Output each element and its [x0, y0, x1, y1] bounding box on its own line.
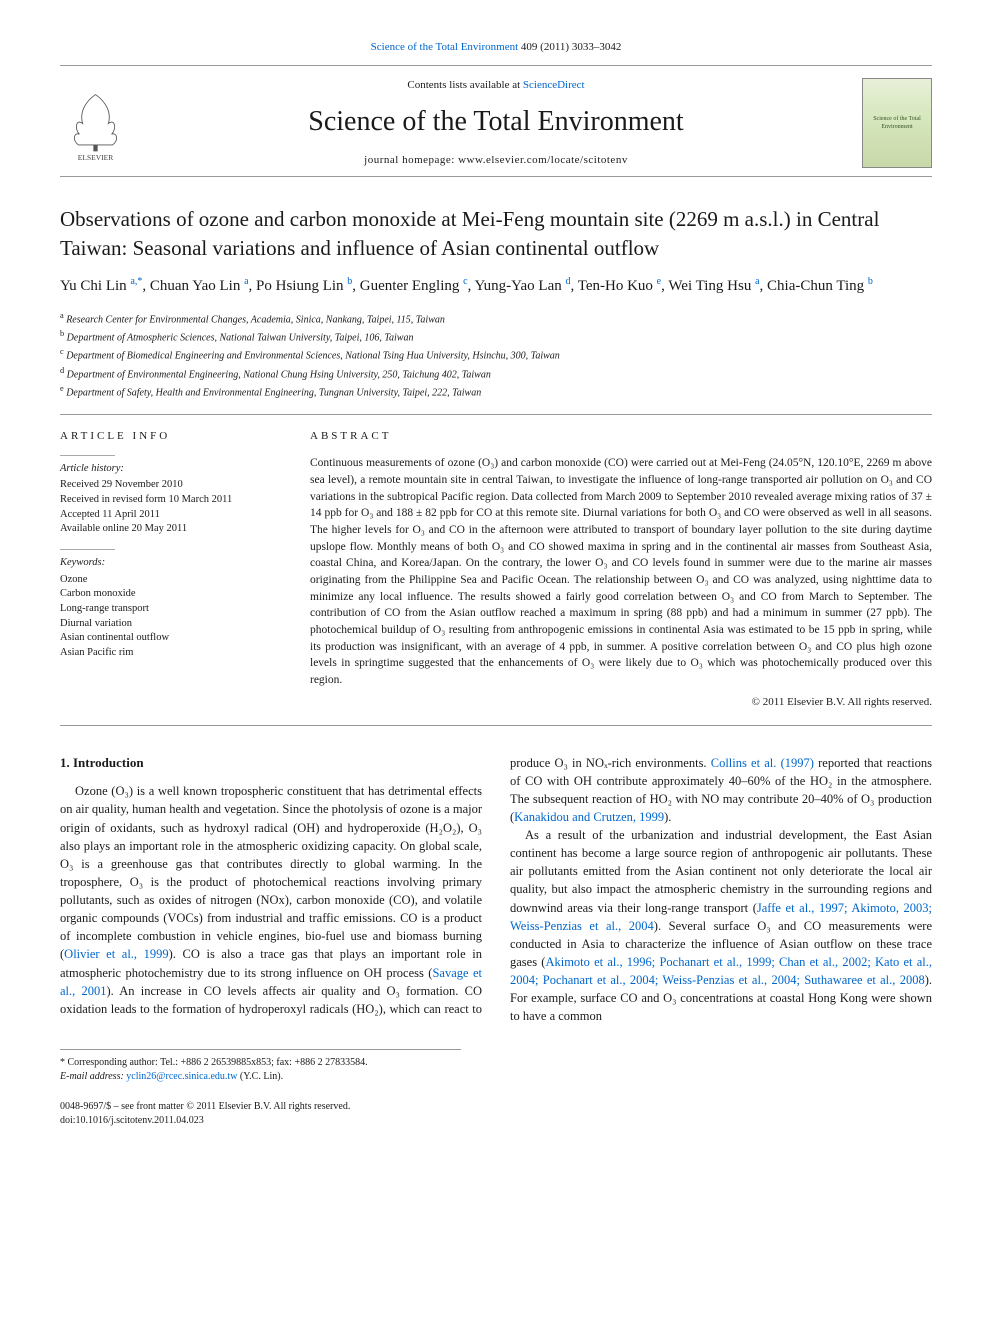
corresponding-author-footnote: * Corresponding author: Tel.: +886 2 265… — [60, 1049, 461, 1084]
email-suffix: (Y.C. Lin). — [237, 1071, 283, 1082]
publisher-logo: ELSEVIER — [60, 83, 130, 163]
cover-text: Science of the Total Environment — [866, 115, 928, 132]
ref-olivier-1999[interactable]: Olivier et al., 1999 — [64, 947, 168, 961]
info-abstract-row: article info Article history: Received 2… — [60, 414, 932, 725]
citation-volpages: 409 (2011) 3033–3042 — [518, 41, 621, 53]
affiliation-line: e Department of Safety, Health and Envir… — [60, 383, 932, 400]
intro-para-2: As a result of the urbanization and indu… — [510, 826, 932, 1025]
author-list: Yu Chi Lin a,*, Chuan Yao Lin a, Po Hsiu… — [60, 274, 932, 298]
bottom-left: 0048-9697/$ – see front matter © 2011 El… — [60, 1100, 350, 1128]
elsevier-tree-icon: ELSEVIER — [63, 86, 128, 161]
homepage-url: www.elsevier.com/locate/scitotenv — [458, 154, 628, 166]
section-1-heading: 1. Introduction — [60, 754, 482, 773]
journal-title: Science of the Total Environment — [130, 102, 862, 141]
bottom-identifier-row: 0048-9697/$ – see front matter © 2011 El… — [60, 1100, 932, 1128]
keyword-line: Diurnal variation — [60, 617, 270, 632]
p1-a: Ozone (O₃) is a well known tropospheric … — [60, 784, 482, 961]
history-label: Article history: — [60, 462, 270, 477]
journal-header: ELSEVIER Contents lists available at Sci… — [60, 72, 932, 170]
history-line: Accepted 11 April 2011 — [60, 508, 270, 523]
affiliation-line: a Research Center for Environmental Chan… — [60, 310, 932, 327]
history-lines: Received 29 November 2010Received in rev… — [60, 478, 270, 537]
affiliation-line: d Department of Environmental Engineerin… — [60, 365, 932, 382]
info-rule-2 — [60, 549, 115, 550]
header-center: Contents lists available at ScienceDirec… — [130, 78, 862, 168]
affiliation-list: a Research Center for Environmental Chan… — [60, 310, 932, 401]
body-columns: 1. Introduction Ozone (O₃) is a well kno… — [60, 754, 932, 1026]
ref-collins-1997[interactable]: Collins et al. (1997) — [711, 756, 814, 770]
journal-homepage-line: journal homepage: www.elsevier.com/locat… — [130, 153, 862, 168]
p1-e: ). — [664, 810, 671, 824]
email-line: E-mail address: yclin26@rcec.sinica.edu.… — [60, 1070, 461, 1084]
affiliation-line: b Department of Atmospheric Sciences, Na… — [60, 328, 932, 345]
contents-prefix: Contents lists available at — [407, 79, 522, 91]
corr-line: * Corresponding author: Tel.: +886 2 265… — [60, 1056, 461, 1070]
abstract-body: Continuous measurements of ozone (O₃) an… — [310, 455, 932, 688]
rule-top — [60, 65, 932, 66]
ref-akimoto-etc[interactable]: Akimoto et al., 1996; Pochanart et al., … — [510, 955, 932, 987]
abstract-col: abstract Continuous measurements of ozon… — [310, 415, 932, 724]
ref-kanakidou-1999[interactable]: Kanakidou and Crutzen, 1999 — [514, 810, 664, 824]
history-line: Received in revised form 10 March 2011 — [60, 493, 270, 508]
rule-below-header — [60, 176, 932, 177]
keyword-line: Ozone — [60, 573, 270, 588]
affiliation-line: c Department of Biomedical Engineering a… — [60, 346, 932, 363]
citation-journal-link[interactable]: Science of the Total Environment — [371, 41, 519, 53]
keywords-label: Keywords: — [60, 556, 270, 571]
issn-copyright: 0048-9697/$ – see front matter © 2011 El… — [60, 1100, 350, 1114]
email-label: E-mail address: — [60, 1071, 126, 1082]
sciencedirect-link[interactable]: ScienceDirect — [523, 79, 585, 91]
publisher-name: ELSEVIER — [77, 153, 112, 161]
keyword-lines: OzoneCarbon monoxideLong-range transport… — [60, 573, 270, 661]
article-info-heading: article info — [60, 429, 270, 444]
contents-available-line: Contents lists available at ScienceDirec… — [130, 78, 862, 93]
article-info-col: article info Article history: Received 2… — [60, 415, 280, 724]
history-line: Available online 20 May 2011 — [60, 522, 270, 537]
keyword-line: Asian continental outflow — [60, 631, 270, 646]
abstract-copyright: © 2011 Elsevier B.V. All rights reserved… — [310, 695, 932, 711]
keyword-line: Long-range transport — [60, 602, 270, 617]
homepage-label: journal homepage: — [364, 154, 458, 166]
keyword-line: Carbon monoxide — [60, 587, 270, 602]
journal-cover-thumb: Science of the Total Environment — [862, 78, 932, 168]
keyword-line: Asian Pacific rim — [60, 646, 270, 661]
history-line: Received 29 November 2010 — [60, 478, 270, 493]
keywords-block: Keywords: OzoneCarbon monoxideLong-range… — [60, 556, 270, 661]
info-rule-1 — [60, 455, 115, 456]
article-title: Observations of ozone and carbon monoxid… — [60, 205, 932, 262]
corr-email-link[interactable]: yclin26@rcec.sinica.edu.tw — [126, 1071, 237, 1082]
citation-line: Science of the Total Environment 409 (20… — [60, 40, 932, 55]
doi-line: doi:10.1016/j.scitotenv.2011.04.023 — [60, 1114, 350, 1128]
abstract-heading: abstract — [310, 429, 932, 445]
